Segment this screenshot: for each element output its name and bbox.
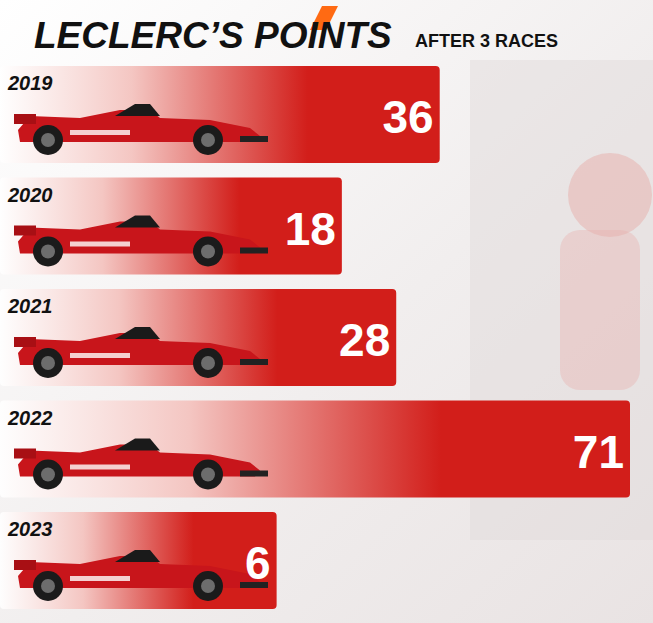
subtitle: AFTER 3 RACES: [415, 31, 558, 51]
data-label: 71: [573, 426, 624, 478]
car: [14, 439, 268, 490]
car: [14, 550, 268, 601]
category-label: 2019: [7, 72, 53, 94]
bars: [0, 66, 630, 609]
bar: [0, 401, 630, 498]
data-label: 18: [285, 203, 336, 255]
background: [0, 0, 653, 623]
car: [14, 327, 268, 378]
bar: [0, 66, 440, 163]
category-label: 2021: [7, 295, 53, 317]
bar: [0, 512, 277, 609]
data-label: 6: [245, 537, 271, 589]
bar: [0, 289, 396, 386]
chart-container: LECLERC’S POINTS AFTER 3 RACES 2019 36 2020 1…: [0, 0, 653, 623]
labels: 2019 36 2020 18 2021 28 2022 71 2023 6: [7, 72, 624, 589]
chart: LECLERC’S POINTS AFTER 3 RACES 2019 36 2020 1…: [0, 0, 653, 623]
background-photo: [568, 153, 652, 237]
background-photo: [560, 230, 640, 390]
car: [14, 216, 268, 267]
category-label: 2023: [7, 518, 53, 540]
data-label: 36: [383, 91, 434, 143]
title: LECLERC’S POINTS: [34, 15, 392, 56]
bar: [0, 178, 342, 275]
car: [14, 104, 268, 155]
category-label: 2020: [7, 184, 53, 206]
category-label: 2022: [7, 407, 53, 429]
data-label: 28: [339, 314, 390, 366]
